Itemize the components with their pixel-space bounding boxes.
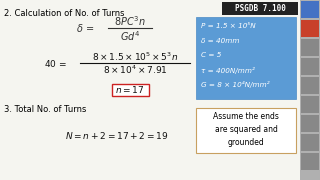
Bar [301,96,319,113]
Bar [301,153,319,170]
FancyBboxPatch shape [111,84,148,96]
Text: 2. Calculation of No. of Turns: 2. Calculation of No. of Turns [4,9,124,18]
Bar [301,39,319,56]
Bar [301,77,319,94]
Bar [222,2,298,15]
Text: δ = 40mm: δ = 40mm [201,37,239,44]
Bar [301,1,319,18]
Text: G = 8 × 10⁴N/mm²: G = 8 × 10⁴N/mm² [201,81,270,88]
Text: $Gd^4$: $Gd^4$ [120,29,140,43]
Text: P = 1.5 × 10⁵N: P = 1.5 × 10⁵N [201,23,256,29]
Text: $40\,=$: $40\,=$ [44,58,67,69]
Text: $N = n + 2 = 17 + 2 = 19$: $N = n + 2 = 17 + 2 = 19$ [65,130,168,141]
Bar [300,0,320,180]
Text: Assume the ends
are squared and
grounded: Assume the ends are squared and grounded [213,112,279,147]
Text: $n = 17$: $n = 17$ [115,84,145,95]
Text: $8PC^3n$: $8PC^3n$ [114,14,146,28]
Bar [196,17,296,99]
Bar [196,108,296,153]
Bar [301,58,319,75]
Bar [301,134,319,151]
Text: $8 \times 1.5 \times 10^5 \times 5^3n$: $8 \times 1.5 \times 10^5 \times 5^3n$ [92,51,178,63]
Text: C = 5: C = 5 [201,52,221,58]
Text: PSGDB 7.100: PSGDB 7.100 [235,4,285,13]
Text: 3. Total No. of Turns: 3. Total No. of Turns [4,105,86,114]
Bar [301,115,319,132]
Bar [301,20,319,37]
Text: $\delta\,=$: $\delta\,=$ [76,22,95,34]
Text: $8 \times 10^4 \times 7.91$: $8 \times 10^4 \times 7.91$ [103,64,167,76]
Text: τ = 400N/mm²: τ = 400N/mm² [201,66,255,73]
